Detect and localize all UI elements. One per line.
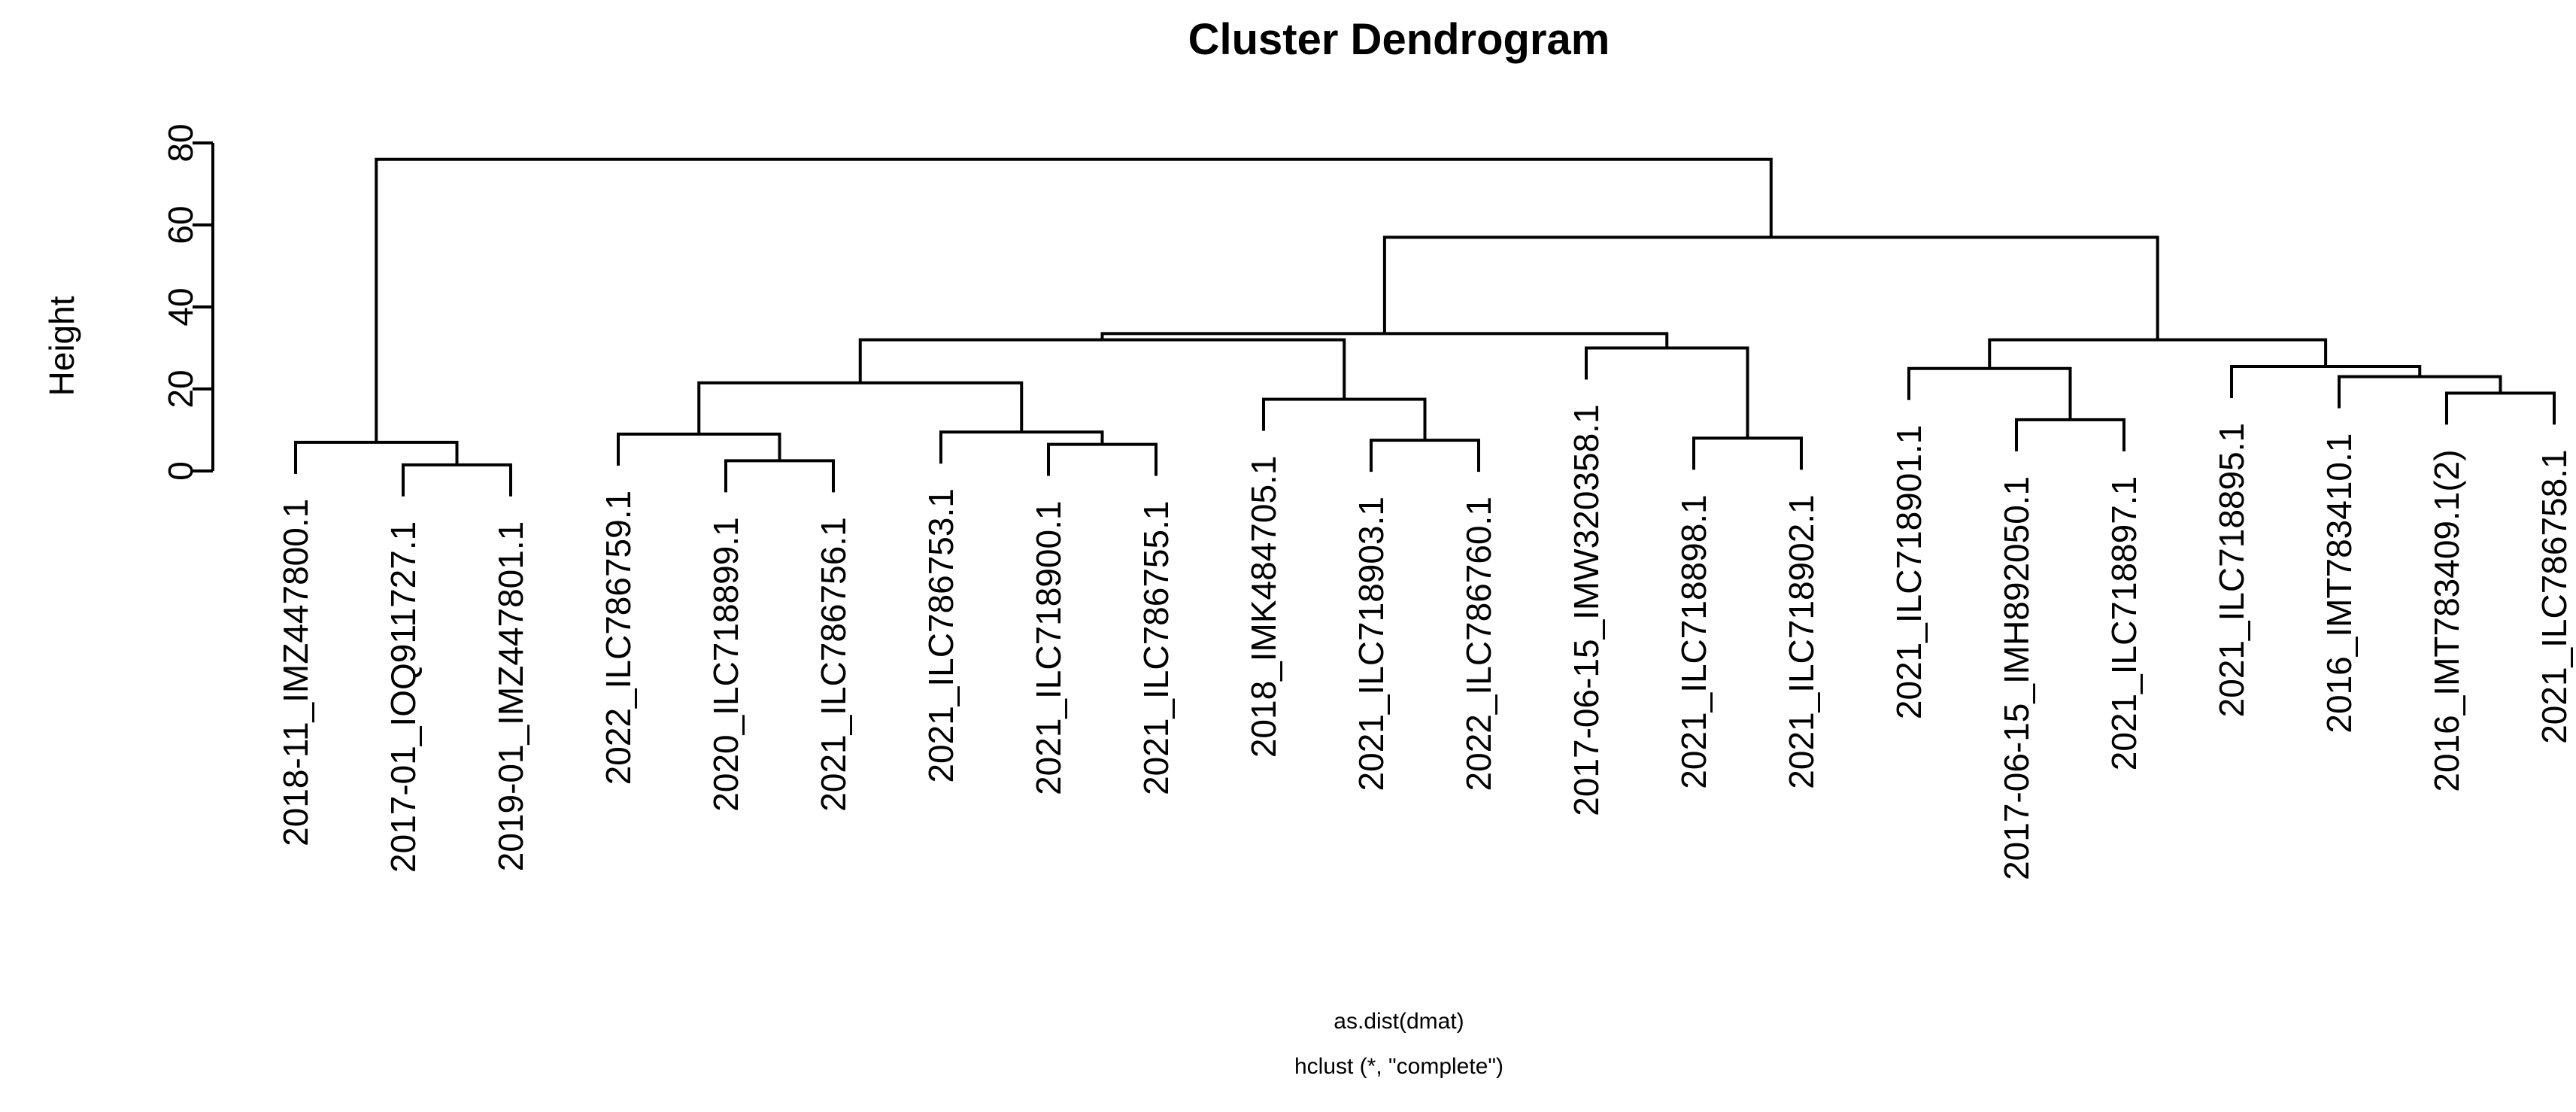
dendrogram-link xyxy=(1692,436,1803,470)
y-axis-tick-label: 40 xyxy=(161,287,200,326)
dendrogram-link xyxy=(2230,365,2422,398)
leaf-label: 2016_IMT783410.1 xyxy=(2320,433,2359,734)
leaf-label: 2021_ILC786756.1 xyxy=(814,517,853,811)
dendrogram-link xyxy=(1585,346,1749,439)
leaf-label: 2021_ILC786753.1 xyxy=(921,488,960,782)
y-axis-tick-label: 20 xyxy=(161,369,200,408)
leaf-label: 2018-11_IMZ447800.1 xyxy=(276,499,315,846)
dendrogram-link xyxy=(2015,418,2125,451)
dendrogram-link xyxy=(294,440,459,474)
leaf-label: 2021_ILC786758.1 xyxy=(2535,449,2574,743)
leaf-label: 2018_IMK484705.1 xyxy=(1244,456,1283,758)
leaf-label: 2021_ILC718895.1 xyxy=(2212,423,2251,717)
leaf-label: 2017-06-15_IMH892050.1 xyxy=(1997,476,2036,880)
leaf-label: 2022_ILC786759.1 xyxy=(599,491,638,785)
dendrogram-link xyxy=(858,338,1346,400)
leaf-label: 2016_IMT783409.1(2) xyxy=(2427,449,2466,791)
leaf-label: 2021_ILC786755.1 xyxy=(1136,501,1176,795)
dendrogram-link xyxy=(2445,391,2556,425)
dendrogram-link xyxy=(697,381,1024,434)
y-axis-tick-label: 80 xyxy=(161,123,200,162)
leaf-label: 2017-01_IOQ911727.1 xyxy=(384,521,423,873)
caption-xlabel: as.dist(dmat) xyxy=(1334,1009,1464,1034)
plot-title: Cluster Dendrogram xyxy=(1188,15,1610,64)
leaf-label: 2017-06-15_IMW320358.1 xyxy=(1567,404,1606,816)
y-axis-title: Height xyxy=(42,296,81,396)
dendrogram-link xyxy=(375,157,1773,442)
leaf-label: 2021_ILC718897.1 xyxy=(2104,476,2144,770)
dendrogram-link xyxy=(1047,442,1158,476)
dendrogram-tree xyxy=(294,157,2556,497)
leaf-label: 2021_ILC718901.1 xyxy=(1889,425,1928,719)
leaf-labels: 2018-11_IMZ447800.1 2017-01_IOQ911727.1 20… xyxy=(276,404,2574,880)
dendrogram-link xyxy=(1907,366,2072,420)
leaf-label: 2021_ILC718898.1 xyxy=(1674,494,1713,788)
y-axis: 0 20 40 60 80 xyxy=(161,123,214,481)
dendrogram-link xyxy=(1382,235,2159,340)
leaf-label: 2020_ILC718899.1 xyxy=(706,517,745,811)
dendrogram-link xyxy=(939,430,1104,464)
dendrogram-link xyxy=(1370,439,1480,472)
leaf-label: 2021_ILC718900.1 xyxy=(1029,501,1068,795)
y-axis-tick-label: 0 xyxy=(161,461,200,481)
leaf-label: 2021_ILC718903.1 xyxy=(1352,497,1391,791)
dendrogram-link xyxy=(1262,397,1427,441)
dendrogram-link xyxy=(724,459,835,493)
caption-method: hclust (*, "complete") xyxy=(1294,1054,1503,1079)
leaf-label: 2019-01_IMZ447801.1 xyxy=(491,521,530,871)
leaf-label: 2021_ILC718902.1 xyxy=(1782,494,1821,788)
dendrogram-link xyxy=(1988,338,2328,369)
dendrogram-link xyxy=(402,463,512,497)
leaf-label: 2022_ILC786760.1 xyxy=(1459,497,1498,791)
y-axis-tick-label: 60 xyxy=(161,205,200,244)
